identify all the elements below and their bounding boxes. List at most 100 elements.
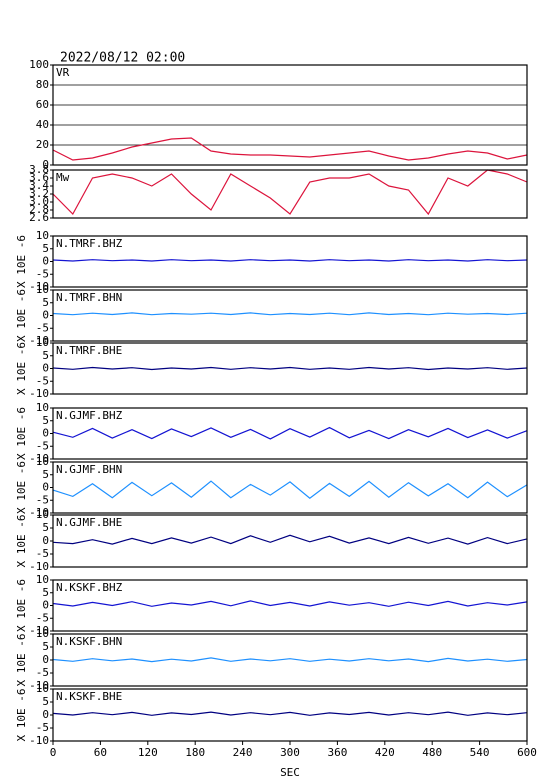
series-label: N.GJMF.BHN [56, 463, 122, 476]
x-tick-label: 120 [138, 746, 158, 759]
y-axis-label: X 10E -6 [15, 342, 28, 395]
y-tick-label: 3.8 [29, 163, 49, 176]
series-line [52, 426, 528, 440]
series-line [52, 259, 528, 262]
panel-frame [52, 64, 528, 166]
y-tick-label: 0 [42, 534, 49, 547]
series-label: N.KSKF.BHE [56, 690, 122, 703]
y-tick-label: 60 [36, 98, 49, 111]
x-axis-label: SEC [280, 766, 300, 779]
y-tick-label: 10 [36, 682, 49, 695]
panel-frame [52, 342, 528, 395]
panel-frame [52, 688, 528, 742]
y-tick-label: -5 [36, 611, 49, 624]
y-tick-label: -5 [36, 321, 49, 334]
y-tick-label: -10 [29, 624, 49, 637]
x-tick-label: 300 [280, 746, 300, 759]
series-line [52, 480, 528, 499]
y-tick-label: -5 [36, 439, 49, 452]
y-axis-label: X 10E -6 [15, 407, 28, 460]
y-tick-label: -10 [29, 334, 49, 347]
y-tick-label: 5 [42, 586, 49, 599]
y-tick-label: 0 [42, 362, 49, 375]
panel-frame [52, 579, 528, 632]
y-tick-label: -5 [36, 493, 49, 506]
series-label: VR [56, 66, 70, 79]
y-tick-label: 10 [36, 229, 49, 242]
x-tick-label: 480 [422, 746, 442, 759]
panel-frame [52, 289, 528, 342]
y-tick-label: -5 [36, 547, 49, 560]
series-label: N.GJMF.BHE [56, 516, 122, 529]
y-tick-label: 0 [42, 427, 49, 440]
y-tick-label: 0 [42, 481, 49, 494]
x-tick-label: 60 [94, 746, 107, 759]
y-tick-label: 10 [36, 508, 49, 521]
y-tick-label: -10 [29, 452, 49, 465]
y-tick-label: 5 [42, 695, 49, 708]
y-tick-label: 5 [42, 242, 49, 255]
y-tick-label: -10 [29, 280, 49, 293]
y-tick-label: 0 [42, 653, 49, 666]
y-tick-label: 10 [36, 455, 49, 468]
series-label: N.GJMF.BHZ [56, 409, 123, 422]
y-tick-label: 5 [42, 349, 49, 362]
y-tick-label: 10 [36, 336, 49, 349]
series-label: N.KSKF.BHN [56, 635, 122, 648]
y-axis-label: X 10E -6 [15, 515, 28, 568]
y-tick-label: 0 [42, 158, 49, 171]
series-line [52, 534, 528, 545]
y-tick-label: 5 [42, 468, 49, 481]
y-tick-label: -5 [36, 267, 49, 280]
series-label: Mw [56, 171, 70, 184]
series-line [52, 312, 528, 316]
y-tick-label: 40 [36, 118, 49, 131]
y-tick-label: -5 [36, 666, 49, 679]
series-line [52, 657, 528, 663]
y-tick-label: -10 [29, 387, 49, 400]
series-line [52, 169, 528, 216]
y-tick-label: 5 [42, 296, 49, 309]
y-tick-label: 3.4 [29, 179, 49, 192]
y-axis-label: X 10E -6 [15, 579, 28, 632]
x-tick-label: 360 [327, 746, 347, 759]
y-tick-label: -10 [29, 560, 49, 573]
y-tick-label: 80 [36, 78, 49, 91]
y-axis-label: X 10E -6 [15, 689, 28, 742]
y-axis-label: X 10E -6 [15, 461, 28, 514]
x-tick-label: 0 [50, 746, 57, 759]
series-label: N.TMRF.BHN [56, 291, 122, 304]
x-tick-label: 600 [517, 746, 537, 759]
panel-frame [52, 169, 528, 219]
y-tick-label: 10 [36, 627, 49, 640]
y-axis-label: X 10E -6 [15, 289, 28, 342]
y-tick-label: -5 [36, 374, 49, 387]
y-tick-label: 100 [29, 58, 49, 71]
series-line [52, 600, 528, 607]
y-tick-label: -5 [36, 721, 49, 734]
y-tick-label: 3.6 [29, 171, 49, 184]
x-tick-label: 180 [185, 746, 205, 759]
y-tick-label: 0 [42, 708, 49, 721]
y-tick-label: -10 [29, 734, 49, 747]
y-tick-label: 5 [42, 521, 49, 534]
y-axis-label: X 10E -6 [15, 634, 28, 687]
y-tick-label: 0 [42, 255, 49, 268]
y-tick-label: 5 [42, 414, 49, 427]
series-label: N.TMRF.BHE [56, 344, 122, 357]
panel-frame [52, 633, 528, 687]
y-tick-label: 10 [36, 283, 49, 296]
y-tick-label: 3.0 [29, 195, 49, 208]
series-line [52, 711, 528, 716]
y-tick-label: 0 [42, 309, 49, 322]
series-label: N.TMRF.BHZ [56, 237, 123, 250]
x-tick-label: 540 [470, 746, 490, 759]
series-line [52, 366, 528, 371]
y-tick-label: -10 [29, 679, 49, 692]
x-tick-label: 420 [375, 746, 395, 759]
series-label: N.KSKF.BHZ [56, 581, 123, 594]
chart-title: 2022/08/12 02:00 [60, 51, 185, 66]
y-tick-label: 3.2 [29, 187, 49, 200]
